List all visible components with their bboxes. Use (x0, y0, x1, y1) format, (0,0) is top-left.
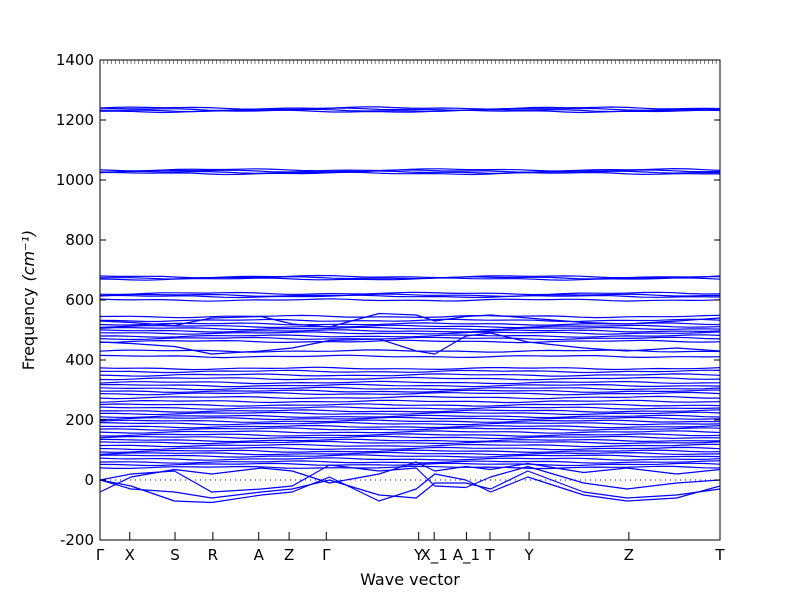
band-line (100, 339, 720, 344)
band-line (100, 421, 720, 426)
y-axis-label-text: Frequency (19, 288, 38, 371)
band-line (100, 462, 720, 467)
y-axis-label: Frequency (cm⁻¹) (19, 230, 38, 370)
band-line (100, 399, 720, 404)
band-line (100, 324, 720, 329)
y-tick-label: 400 (65, 351, 94, 369)
band-line (100, 354, 720, 359)
x-tick-label: A (254, 546, 265, 564)
band-line (100, 424, 720, 429)
y-tick-label: 1400 (56, 51, 94, 69)
band-line (100, 435, 720, 440)
band-line (100, 331, 720, 335)
x-tick-label: Y (413, 546, 424, 564)
band-line (100, 298, 720, 302)
x-tick-label: R (208, 546, 218, 564)
band-line (100, 373, 720, 377)
y-tick-label: -200 (60, 531, 94, 549)
y-tick-label: 600 (65, 291, 94, 309)
band-line (100, 430, 720, 434)
band-line (100, 427, 720, 431)
band-line (100, 294, 720, 299)
band-line (100, 440, 720, 445)
x-tick-label: A_1 (453, 546, 480, 565)
band-line (100, 369, 720, 374)
band-line (100, 416, 720, 421)
x-tick-label: T (484, 546, 495, 564)
band-line (100, 409, 720, 413)
band-line (100, 291, 720, 296)
x-tick-label: Z (624, 546, 634, 564)
band-line (100, 451, 720, 456)
x-tick-label: X (125, 546, 135, 564)
band-line (100, 312, 720, 328)
x-tick-label: Γ (96, 546, 105, 564)
band-line (100, 171, 720, 176)
band-line (100, 411, 720, 416)
x-axis-label: Wave vector (360, 570, 460, 589)
y-tick-label: 1000 (56, 171, 94, 189)
band-line (100, 473, 720, 504)
band-line (100, 395, 720, 400)
band-line (100, 380, 720, 385)
band-line (100, 383, 720, 388)
band-line (100, 406, 720, 410)
band-line (100, 449, 720, 454)
y-tick-label: 800 (65, 231, 94, 249)
band-line (100, 336, 720, 341)
band-line (100, 461, 720, 493)
band-line (100, 170, 720, 174)
band-line (100, 465, 720, 470)
band-line (100, 460, 720, 464)
band-line (100, 314, 720, 319)
band-line (100, 443, 720, 448)
band-line (100, 106, 720, 110)
band-line (100, 389, 720, 394)
band-line (100, 464, 720, 493)
band-line (100, 457, 720, 461)
band-line (100, 334, 720, 338)
x-tick-label: Z (284, 546, 294, 564)
plot-area (100, 106, 720, 504)
band-line (100, 376, 720, 381)
band-line (100, 391, 720, 396)
y-tick-label: 0 (84, 471, 94, 489)
x-tick-label: T (714, 546, 725, 564)
band-line (100, 293, 720, 298)
band-line (100, 433, 720, 437)
band-line (100, 109, 720, 114)
x-tick-label: S (170, 546, 180, 564)
band-line (100, 414, 720, 419)
band-line (100, 403, 720, 407)
x-tick-label: Γ (322, 546, 331, 564)
band-line (100, 446, 720, 451)
band-line (100, 326, 720, 331)
band-line (100, 470, 720, 499)
y-tick-label: 1200 (56, 111, 94, 129)
band-line (100, 438, 720, 443)
y-axis-label-unit: (cm⁻¹) (19, 230, 38, 282)
band-line (100, 332, 720, 355)
y-tick-label: 200 (65, 411, 94, 429)
band-line (100, 366, 720, 371)
band-line (100, 169, 720, 173)
band-line (100, 329, 720, 333)
band-line (100, 419, 720, 423)
band-line (100, 277, 720, 281)
band-line (100, 107, 720, 112)
x-tick-label: Y (523, 546, 534, 564)
band-line (100, 386, 720, 391)
band-line (100, 454, 720, 458)
x-tick-label: X_1 (421, 546, 448, 565)
